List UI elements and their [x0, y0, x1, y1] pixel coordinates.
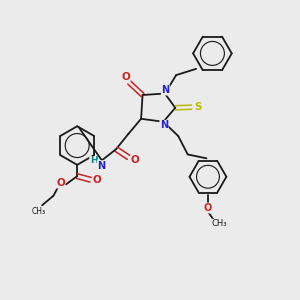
Text: H: H	[90, 157, 97, 166]
Text: O: O	[56, 178, 65, 188]
Text: CH₃: CH₃	[212, 219, 227, 228]
Text: N: N	[160, 120, 168, 130]
Text: O: O	[131, 155, 140, 165]
Text: O: O	[93, 175, 101, 185]
Text: O: O	[121, 72, 130, 82]
Text: S: S	[194, 102, 202, 112]
Text: N: N	[161, 85, 169, 95]
Text: O: O	[204, 203, 212, 213]
Text: N: N	[97, 161, 105, 171]
Text: CH₃: CH₃	[32, 207, 46, 216]
